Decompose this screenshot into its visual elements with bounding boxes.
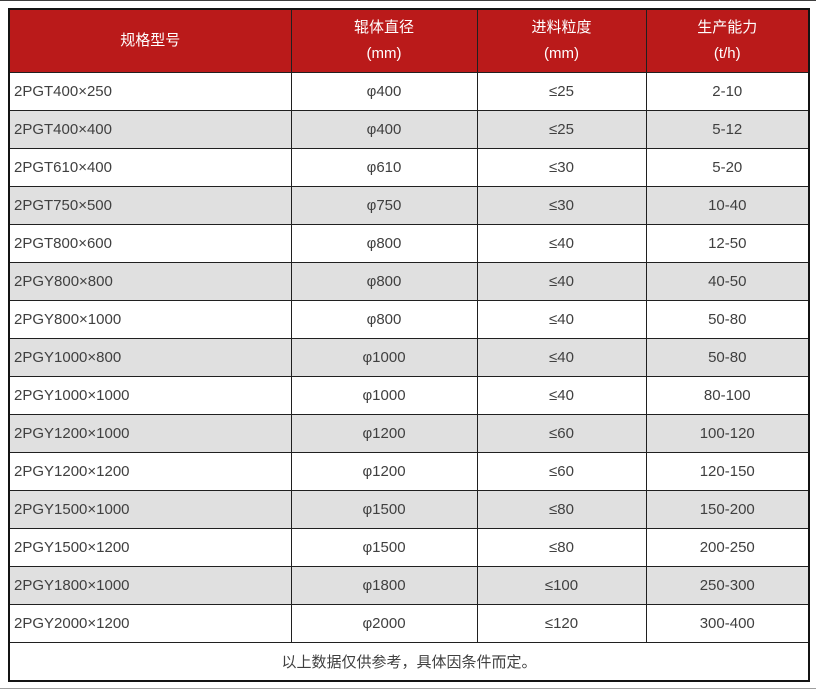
capacity-cell: 250-300 (645, 566, 810, 605)
table-row: 2PGY1000×800 φ1000 ≤40 50-80 (8, 338, 810, 377)
column-header-capacity-label: 生产能力 (697, 19, 758, 36)
feed-size-cell: ≤60 (476, 414, 647, 453)
capacity-cell: 300-400 (645, 604, 810, 643)
capacity-cell: 50-80 (645, 300, 810, 339)
column-header-feed-size-label: 进料粒度 (531, 19, 592, 36)
table-body: 2PGT400×250 φ400 ≤25 2-10 2PGT400×400 φ400 ≤25… (8, 72, 810, 643)
model-cell: 2PGT750×500 (8, 186, 292, 225)
diameter-cell: φ1500 (290, 490, 478, 529)
capacity-cell: 120-150 (645, 452, 810, 491)
diameter-cell: φ1800 (290, 566, 478, 605)
model-cell: 2PGT400×250 (8, 72, 292, 111)
table-row: 2PGY1500×1000 φ1500 ≤80 150-200 (8, 490, 810, 529)
diameter-cell: φ800 (290, 224, 478, 263)
table-row: 2PGT800×600 φ800 ≤40 12-50 (8, 224, 810, 263)
feed-size-cell: ≤40 (476, 224, 647, 263)
diameter-cell: φ1000 (290, 376, 478, 415)
feed-size-cell: ≤40 (476, 262, 647, 301)
capacity-cell: 40-50 (645, 262, 810, 301)
table-row: 2PGT610×400 φ610 ≤30 5-20 (8, 148, 810, 187)
model-cell: 2PGY1500×1200 (8, 528, 292, 567)
diameter-cell: φ750 (290, 186, 478, 225)
column-header-roller-diameter-unit: (mm) (366, 45, 402, 62)
table-row: 2PGY800×800 φ800 ≤40 40-50 (8, 262, 810, 301)
diameter-cell: φ1000 (290, 338, 478, 377)
model-cell: 2PGT800×600 (8, 224, 292, 263)
table-row: 2PGY800×1000 φ800 ≤40 50-80 (8, 300, 810, 339)
table-row: 2PGY2000×1200 φ2000 ≤120 300-400 (8, 604, 810, 643)
diameter-cell: φ400 (290, 110, 478, 149)
column-header-roller-diameter-label: 辊体直径 (353, 19, 414, 36)
table-row: 2PGY1200×1200 φ1200 ≤60 120-150 (8, 452, 810, 491)
column-header-model: 规格型号 (8, 8, 292, 73)
capacity-cell: 150-200 (645, 490, 810, 529)
table-row: 2PGY1800×1000 φ1800 ≤100 250-300 (8, 566, 810, 605)
model-cell: 2PGY2000×1200 (8, 604, 292, 643)
diameter-cell: φ800 (290, 262, 478, 301)
capacity-cell: 5-20 (645, 148, 810, 187)
footnote-row: 以上数据仅供参考，具体因条件而定。 (8, 642, 810, 682)
model-cell: 2PGY1200×1000 (8, 414, 292, 453)
table-row: 2PGY1500×1200 φ1500 ≤80 200-250 (8, 528, 810, 567)
feed-size-cell: ≤30 (476, 148, 647, 187)
spec-table: 规格型号 辊体直径 (mm) 进料粒度 (mm) 生产能力 (t/h) 2PGT… (8, 8, 810, 682)
feed-size-cell: ≤30 (476, 186, 647, 225)
model-cell: 2PGY800×800 (8, 262, 292, 301)
capacity-cell: 50-80 (645, 338, 810, 377)
diameter-cell: φ1200 (290, 452, 478, 491)
diameter-cell: φ800 (290, 300, 478, 339)
capacity-cell: 100-120 (645, 414, 810, 453)
feed-size-cell: ≤80 (476, 528, 647, 567)
column-header-model-label: 规格型号 (120, 32, 181, 49)
model-cell: 2PGY800×1000 (8, 300, 292, 339)
capacity-cell: 80-100 (645, 376, 810, 415)
model-cell: 2PGY1000×1000 (8, 376, 292, 415)
diameter-cell: φ1500 (290, 528, 478, 567)
table-footnote: 以上数据仅供参考，具体因条件而定。 (8, 642, 810, 682)
column-header-capacity: 生产能力 (t/h) (645, 8, 810, 73)
table-row: 2PGY1200×1000 φ1200 ≤60 100-120 (8, 414, 810, 453)
feed-size-cell: ≤100 (476, 566, 647, 605)
table-row: 2PGT750×500 φ750 ≤30 10-40 (8, 186, 810, 225)
diameter-cell: φ400 (290, 72, 478, 111)
column-header-feed-size-unit: (mm) (544, 45, 579, 62)
model-cell: 2PGY1000×800 (8, 338, 292, 377)
column-header-roller-diameter: 辊体直径 (mm) (290, 8, 478, 73)
model-cell: 2PGY1800×1000 (8, 566, 292, 605)
capacity-cell: 2-10 (645, 72, 810, 111)
table-row: 2PGY1000×1000 φ1000 ≤40 80-100 (8, 376, 810, 415)
header-row: 规格型号 辊体直径 (mm) 进料粒度 (mm) 生产能力 (t/h) (8, 8, 810, 73)
feed-size-cell: ≤60 (476, 452, 647, 491)
diameter-cell: φ610 (290, 148, 478, 187)
column-header-capacity-unit: (t/h) (713, 45, 741, 62)
capacity-cell: 10-40 (645, 186, 810, 225)
feed-size-cell: ≤40 (476, 300, 647, 339)
table-row: 2PGT400×250 φ400 ≤25 2-10 (8, 72, 810, 111)
feed-size-cell: ≤25 (476, 72, 647, 111)
diameter-cell: φ1200 (290, 414, 478, 453)
column-header-feed-size: 进料粒度 (mm) (476, 8, 647, 73)
capacity-cell: 12-50 (645, 224, 810, 263)
feed-size-cell: ≤40 (476, 376, 647, 415)
model-cell: 2PGT610×400 (8, 148, 292, 187)
model-cell: 2PGY1200×1200 (8, 452, 292, 491)
capacity-cell: 200-250 (645, 528, 810, 567)
feed-size-cell: ≤25 (476, 110, 647, 149)
feed-size-cell: ≤40 (476, 338, 647, 377)
model-cell: 2PGT400×400 (8, 110, 292, 149)
diameter-cell: φ2000 (290, 604, 478, 643)
table-row: 2PGT400×400 φ400 ≤25 5-12 (8, 110, 810, 149)
model-cell: 2PGY1500×1000 (8, 490, 292, 529)
capacity-cell: 5-12 (645, 110, 810, 149)
feed-size-cell: ≤120 (476, 604, 647, 643)
feed-size-cell: ≤80 (476, 490, 647, 529)
